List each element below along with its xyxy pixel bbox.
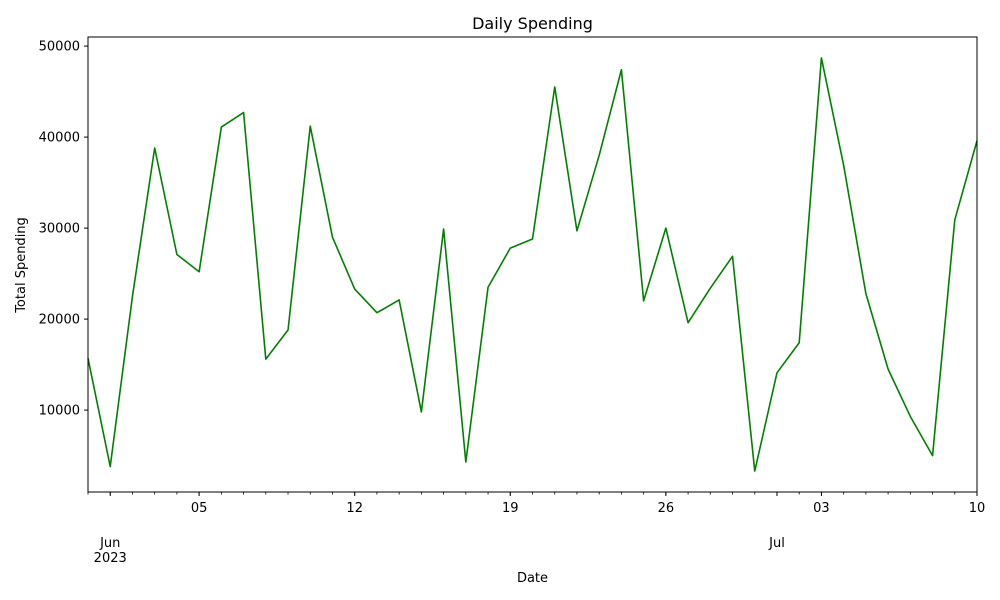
- data-point: [398, 299, 400, 301]
- data-point: [754, 470, 756, 472]
- data-point: [554, 86, 556, 88]
- data-point: [887, 368, 889, 370]
- data-point: [109, 466, 111, 468]
- data-point: [865, 293, 867, 295]
- data-point: [198, 271, 200, 273]
- y-axis-label: Total Spending: [14, 217, 29, 314]
- y-tick-label: 30000: [39, 222, 80, 237]
- data-point: [598, 155, 600, 157]
- y-tick-label: 40000: [39, 131, 80, 146]
- data-point: [665, 227, 667, 229]
- series-line-0: [87, 57, 978, 472]
- chart-title: Daily Spending: [472, 14, 593, 33]
- data-point: [576, 230, 578, 232]
- data-point: [132, 296, 134, 298]
- x-tick-label: 26: [658, 501, 675, 516]
- data-point: [509, 247, 511, 249]
- y-tick-label: 50000: [39, 40, 80, 55]
- data-point: [710, 287, 712, 289]
- x-tick-label: 19: [502, 501, 519, 516]
- data-point: [176, 254, 178, 256]
- data-point: [532, 238, 534, 240]
- data-point: [421, 411, 423, 413]
- data-point: [954, 219, 956, 221]
- x-tick-label: Jun: [99, 536, 120, 551]
- data-point: [910, 416, 912, 418]
- data-point: [243, 112, 245, 114]
- data-point: [332, 236, 334, 238]
- x-tick-label: 05: [191, 501, 208, 516]
- x-tick-label: Jul: [768, 536, 785, 551]
- data-point: [287, 329, 289, 331]
- data-point: [687, 322, 689, 324]
- data-point: [443, 228, 445, 230]
- data-point: [643, 300, 645, 302]
- data-point: [154, 147, 156, 149]
- data-point: [732, 256, 734, 258]
- y-axis: 10000 20000 30000 40000 50000: [39, 40, 88, 419]
- x-tick-year-label: 2023: [94, 551, 127, 566]
- data-point: [487, 286, 489, 288]
- x-tick-label: 12: [346, 501, 363, 516]
- x-tick-label: 03: [813, 501, 830, 516]
- data-point: [932, 455, 934, 457]
- data-point: [221, 126, 223, 128]
- data-point: [621, 69, 623, 71]
- x-axis-label: Date: [517, 571, 548, 586]
- data-point: [309, 125, 311, 127]
- data-point: [821, 57, 823, 59]
- data-point: [465, 461, 467, 463]
- data-point: [265, 358, 267, 360]
- y-tick-label: 20000: [39, 313, 80, 328]
- data-point: [843, 165, 845, 167]
- data-point: [798, 342, 800, 344]
- x-tick-label: 10: [969, 501, 986, 516]
- data-point: [354, 288, 356, 290]
- data-point: [776, 372, 778, 374]
- y-tick-label: 10000: [39, 404, 80, 419]
- data-point: [376, 312, 378, 314]
